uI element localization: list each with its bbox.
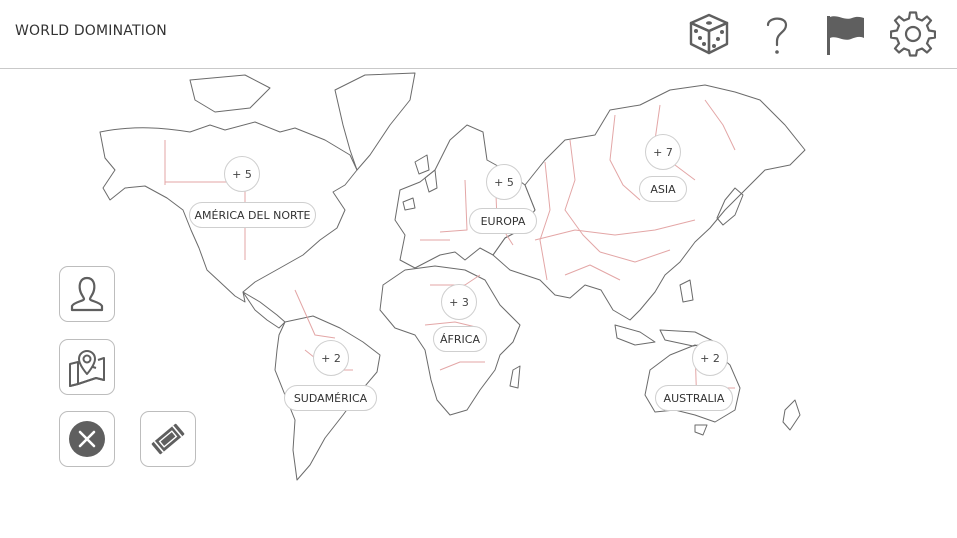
asia-bonus: + 7 (645, 134, 681, 170)
asia-label[interactable]: ASIA (639, 176, 687, 202)
close-icon (69, 421, 105, 457)
map-view-button[interactable] (59, 339, 115, 395)
flag-icon[interactable] (822, 11, 868, 57)
close-button[interactable] (59, 411, 115, 467)
australia-label[interactable]: AUSTRALIA (655, 385, 733, 411)
australia-outline (644, 344, 741, 423)
greenland-outline (334, 72, 416, 171)
asia-outline (492, 84, 806, 321)
dice-icon[interactable] (686, 11, 732, 57)
top-bar: WORLD DOMINATION (0, 0, 957, 69)
north-america-outline (99, 121, 358, 303)
australia-bonus: + 2 (692, 340, 728, 376)
north-america-label[interactable]: AMÉRICA DEL NORTE (189, 202, 316, 228)
profile-icon (70, 276, 104, 312)
app-title: WORLD DOMINATION (15, 23, 167, 39)
south-america-label[interactable]: SUDAMÉRICA (284, 385, 377, 411)
europe-label[interactable]: EUROPA (469, 208, 537, 234)
north-america-bonus: + 5 (224, 156, 260, 192)
europe-bonus: + 5 (486, 164, 522, 200)
settings-icon[interactable] (889, 11, 937, 57)
south-america-outline (274, 315, 381, 481)
cards-button[interactable] (140, 411, 196, 467)
africa-label[interactable]: ÁFRICA (433, 326, 487, 352)
profile-button[interactable] (59, 266, 115, 322)
help-icon[interactable] (754, 11, 800, 57)
south-america-bonus: + 2 (313, 340, 349, 376)
cards-icon (151, 423, 185, 455)
world-map[interactable] (95, 70, 810, 485)
africa-bonus: + 3 (441, 284, 477, 320)
map-pin-icon (69, 350, 105, 387)
africa-outline (379, 265, 521, 416)
